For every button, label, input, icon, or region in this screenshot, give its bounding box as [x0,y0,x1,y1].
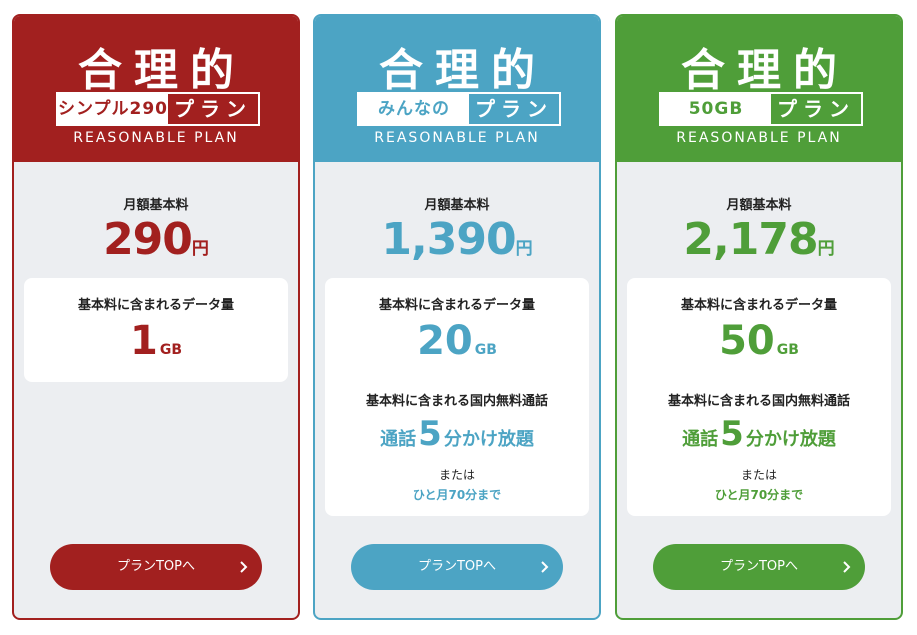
call-or: または [438,468,475,482]
plan-card: 合理的 みんなの プラン REASONABLE PLAN 月額基本料 1,390円基本料に… [313,14,601,620]
plan-top-button[interactable]: プランTOPへ [50,544,262,590]
plan-top-button[interactable]: プランTOPへ [653,544,865,590]
call-prefix: 通話 [380,429,417,450]
data-amount: 20 GB [325,318,589,364]
data-label: 基本料に含まれるデータ量 [77,298,234,313]
logo-title: 合理的 [379,45,547,96]
data-unit: GB [474,342,497,358]
chevron-icon [843,561,851,573]
logo-badge: みんなの プラン [357,92,561,126]
chevron [240,561,248,573]
call-alt: ひと月70分まで [412,488,502,502]
plan-card: 合理的 シンプル290 プラン REASONABLE PLAN 月額基本料 290円基本料… [12,14,300,620]
call-label: 基本料に含まれる国内無料通話 [365,394,548,409]
logo-badge: シンプル290 プラン [56,92,260,126]
logo-english: REASONABLE PLAN [676,130,842,146]
logo-badge: 50GB プラン [659,92,863,126]
plan-header: 合理的 50GB プラン REASONABLE PLAN [617,16,901,162]
data-amount: 1 GB [24,318,288,364]
fee: 1,390円 [315,214,599,265]
call-offer: 通話5 分かけ放題 [627,414,891,454]
fee-label: 月額基本料 [123,198,189,213]
call-prefix: 通話 [682,429,719,450]
call-label: 基本料に含まれる国内無料通話 [667,394,850,409]
data-unit: GB [159,342,182,358]
button-label[interactable]: プランTOPへ [719,559,798,574]
plan-top-button[interactable]: プランTOPへ [351,544,563,590]
fee-label: 月額基本料 [726,198,792,213]
call-number: 5 [720,414,744,454]
call-offer: 通話5 分かけ放題 [325,414,589,454]
logo-name: みんなの [359,94,469,124]
info-box: 基本料に含まれるデータ量 50 GB 基本料に含まれる国内無料通話通話5 分かけ放題また… [627,278,891,516]
call-number: 5 [418,414,442,454]
logo-plan: プラン [174,97,252,121]
fee-label: 月額基本料 [424,198,490,213]
chevron [541,561,549,573]
data-unit: GB [776,342,799,358]
call-suffix: 分かけ放題 [443,429,534,450]
call-or: または [740,468,777,482]
button-label[interactable]: プランTOPへ [116,559,195,574]
data-value: 50 [719,318,775,364]
fee-unit: 円 [817,239,835,259]
fee-value: 290 [103,214,193,265]
plan-card: 合理的 50GB プラン REASONABLE PLAN 月額基本料 2,178円 基本料に… [615,14,903,620]
logo-name: 50GB [661,94,771,124]
logo-plan: プラン [475,97,553,121]
fee: 2,178円 [617,214,901,265]
call-suffix: 分かけ放題 [745,429,836,450]
fee-unit: 円 [515,239,533,259]
logo-plan: プラン [777,97,855,121]
logo-english: REASONABLE PLAN [73,130,239,146]
fee-value: 2,178 [683,214,818,265]
chevron-icon [541,561,549,573]
data-value: 1 [129,318,158,364]
fee-unit: 円 [191,239,209,259]
logo-name: シンプル290 [58,94,168,124]
fee-value: 1,390 [381,214,516,265]
data-value: 20 [417,318,473,364]
call-alt: ひと月70分まで [714,488,804,502]
button-label[interactable]: プランTOPへ [417,559,496,574]
data-amount: 50 GB [627,318,891,364]
logo-english: REASONABLE PLAN [374,130,540,146]
chevron-icon [240,561,248,573]
logo-title: 合理的 [78,45,246,96]
plan-header: 合理的 みんなの プラン REASONABLE PLAN [315,16,599,162]
chevron [843,561,851,573]
data-label: 基本料に含まれるデータ量 [680,298,837,313]
plan-header: 合理的 シンプル290 プラン REASONABLE PLAN [14,16,298,162]
logo-title: 合理的 [681,45,849,96]
info-box: 基本料に含まれるデータ量 20 GB 基本料に含まれる国内無料通話通話5 分かけ放題また… [325,278,589,516]
data-label: 基本料に含まれるデータ量 [378,298,535,313]
info-box: 基本料に含まれるデータ量 1 GB [24,278,288,382]
fee: 290円 [14,214,298,265]
